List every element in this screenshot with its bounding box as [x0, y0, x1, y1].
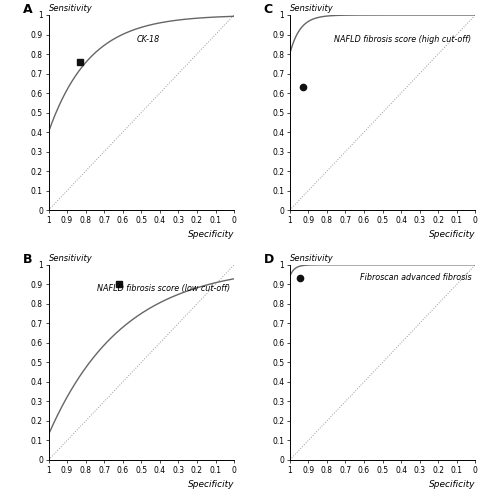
Text: Sensitivity: Sensitivity — [48, 4, 92, 13]
Text: Specificity: Specificity — [187, 480, 234, 488]
Text: A: A — [22, 4, 32, 16]
Text: Sensitivity: Sensitivity — [48, 254, 92, 263]
Text: Specificity: Specificity — [428, 480, 474, 488]
Text: NAFLD fibrosis score (high cut-off): NAFLD fibrosis score (high cut-off) — [334, 34, 470, 43]
Text: C: C — [263, 4, 272, 16]
Text: Sensitivity: Sensitivity — [289, 254, 333, 263]
Text: Specificity: Specificity — [187, 230, 234, 238]
Text: CK-18: CK-18 — [136, 34, 160, 43]
Text: Specificity: Specificity — [428, 230, 474, 238]
Text: NAFLD fibrosis score (low cut-off): NAFLD fibrosis score (low cut-off) — [97, 284, 230, 294]
Text: B: B — [22, 253, 32, 266]
Text: Fibroscan advanced fibrosis: Fibroscan advanced fibrosis — [359, 272, 470, 281]
Text: Sensitivity: Sensitivity — [289, 4, 333, 13]
Text: D: D — [263, 253, 273, 266]
